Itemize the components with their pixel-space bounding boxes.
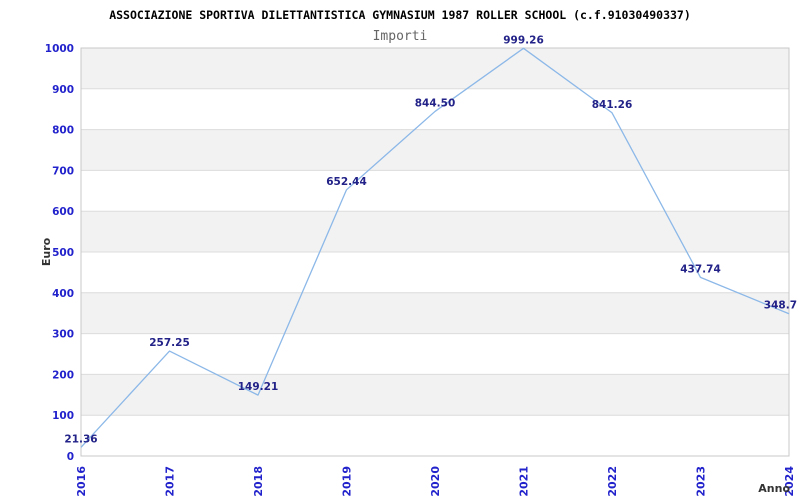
x-tick-label: 2016 xyxy=(75,466,88,497)
plot-band xyxy=(81,252,789,293)
plot-band xyxy=(81,415,789,456)
plot-band xyxy=(81,129,789,171)
point-label: 999.26 xyxy=(503,34,544,46)
y-tick-label: 1000 xyxy=(45,43,74,55)
point-label: 844.50 xyxy=(415,97,456,109)
point-label: 348.7 xyxy=(764,300,797,312)
x-tick-label: 2022 xyxy=(606,466,619,497)
point-label: 437.74 xyxy=(680,263,721,275)
x-tick-label: 2017 xyxy=(164,466,177,497)
plot-band xyxy=(81,48,789,89)
chart-title: ASSOCIAZIONE SPORTIVA DILETTANTISTICA GY… xyxy=(109,8,691,22)
plot-band xyxy=(81,374,789,416)
x-tick-label: 2018 xyxy=(252,466,265,497)
x-tick-label: 2020 xyxy=(429,466,442,497)
x-tick-label: 2023 xyxy=(695,466,708,497)
y-tick-label: 300 xyxy=(52,329,74,341)
plot-band xyxy=(81,292,789,334)
x-axis-title: Anno xyxy=(758,482,790,495)
y-tick-label: 700 xyxy=(52,165,74,177)
plot-band xyxy=(81,333,789,375)
point-label: 652.44 xyxy=(326,176,367,188)
y-tick-label: 500 xyxy=(52,247,74,259)
data-line-importi xyxy=(80,47,790,448)
y-tick-label: 200 xyxy=(52,369,74,381)
x-tick-label: 2021 xyxy=(518,466,531,497)
x-tick-label: 2024 xyxy=(783,466,796,497)
plot-band xyxy=(81,211,789,252)
plot-band xyxy=(81,88,789,130)
y-tick-label: 600 xyxy=(52,206,74,218)
y-tick-label: 900 xyxy=(52,84,74,96)
x-tick-label: 2019 xyxy=(341,466,354,497)
point-label: 21.36 xyxy=(64,433,97,445)
plot-border xyxy=(80,47,790,457)
chart-subtitle: Importi xyxy=(372,29,428,44)
y-tick-label: 800 xyxy=(52,125,74,137)
y-axis-title: Euro xyxy=(40,237,53,266)
plot-band xyxy=(81,170,789,212)
point-label: 257.25 xyxy=(149,337,190,349)
point-label: 841.26 xyxy=(592,99,633,111)
y-tick-label: 100 xyxy=(52,410,74,422)
y-tick-label: 400 xyxy=(52,288,74,300)
y-tick-label: 0 xyxy=(67,451,74,463)
point-label: 149.21 xyxy=(238,381,279,393)
